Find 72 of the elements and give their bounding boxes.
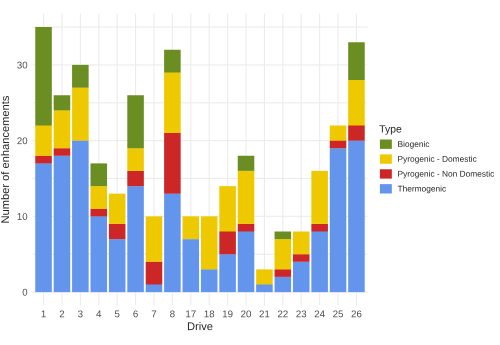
x-tick-label: 6 — [133, 310, 138, 318]
x-tick-label: 7 — [152, 310, 156, 318]
y-tick-label: 0 — [22, 288, 28, 296]
bar — [219, 231, 236, 254]
bar — [90, 216, 108, 292]
bar — [348, 42, 365, 80]
bar — [108, 224, 126, 240]
x-tick-label: 2 — [60, 310, 64, 318]
x-tick-label: 23 — [296, 310, 306, 318]
bar — [90, 186, 108, 209]
x-tick-label: 26 — [352, 310, 362, 318]
bar — [311, 224, 328, 232]
bar — [108, 194, 126, 224]
y-tick-label: 20 — [17, 137, 28, 144]
y-tick-label: 30 — [17, 62, 28, 69]
bar — [127, 170, 144, 186]
bar — [330, 140, 346, 148]
x-tick-label: 5 — [114, 310, 120, 318]
legend-label: Biogenic — [398, 140, 430, 149]
bar — [108, 239, 126, 292]
bar — [164, 50, 181, 72]
x-tick-label: 3 — [78, 310, 83, 318]
bar — [292, 254, 310, 262]
bar — [182, 239, 200, 292]
bar — [311, 231, 328, 292]
x-tick-label: 22 — [278, 310, 288, 318]
bar — [90, 208, 108, 216]
x-axis-title: Drive — [188, 322, 212, 330]
bar — [274, 239, 292, 270]
x-tick-label: 25 — [333, 310, 344, 318]
bar — [348, 125, 365, 141]
y-axis-title: Number of enhancements — [0, 96, 10, 223]
bar — [348, 80, 365, 126]
bar — [127, 95, 144, 148]
bar — [54, 148, 70, 156]
bar — [72, 88, 89, 141]
bar — [292, 231, 310, 254]
x-tick-label: 20 — [241, 310, 252, 318]
bar — [164, 133, 181, 194]
x-tick-label: 24 — [314, 310, 325, 318]
x-tick-label: 4 — [96, 310, 102, 318]
bar — [182, 216, 200, 240]
x-tick-label: 1 — [42, 310, 46, 318]
bar — [292, 262, 310, 292]
bar — [274, 231, 292, 240]
bar — [127, 148, 144, 171]
bar — [72, 64, 89, 88]
legend-label: Pyrogenic - Domestic — [398, 156, 477, 164]
bar — [90, 163, 108, 186]
bar — [311, 170, 328, 224]
bar — [146, 262, 162, 284]
x-tick-label: 19 — [222, 310, 233, 318]
legend-title: Type — [379, 125, 402, 135]
legend-label: Thermogenic — [398, 186, 446, 194]
legend-label: Pyrogenic - Non Domestic — [398, 170, 494, 178]
x-tick-label: 18 — [204, 310, 214, 318]
bar — [256, 269, 273, 284]
bar — [146, 216, 162, 262]
x-tick-label: 17 — [186, 310, 196, 318]
bar — [238, 224, 254, 232]
bar — [164, 72, 181, 134]
x-tick-label: 8 — [170, 310, 175, 318]
x-tick-label: 21 — [260, 310, 270, 318]
bar — [274, 276, 292, 292]
bar — [72, 140, 89, 292]
bar — [200, 269, 218, 292]
bar — [274, 269, 292, 277]
bar — [238, 156, 254, 171]
bar — [35, 156, 52, 164]
bar — [330, 125, 346, 141]
bar — [200, 216, 218, 270]
y-tick-label: 10 — [18, 213, 28, 220]
